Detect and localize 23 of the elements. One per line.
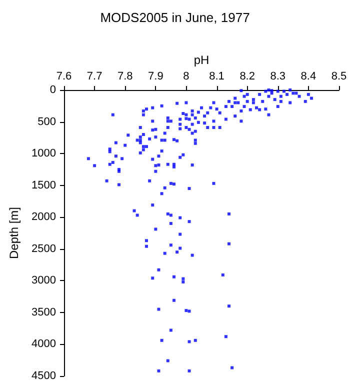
- x-tick-label: 8.1: [209, 70, 224, 82]
- x-tick-label: 8.5: [331, 70, 347, 82]
- x-tick-label: 8.4: [300, 70, 316, 82]
- y-tick-label: 4500: [32, 370, 56, 382]
- y-tick-label: 3000: [32, 274, 56, 287]
- y-tick-label: 1000: [32, 148, 56, 160]
- x-tick-label: 8.2: [240, 70, 255, 82]
- x-tick-label: 7.7: [86, 70, 102, 82]
- y-tick-label: 1500: [32, 179, 56, 192]
- y-tick-label: 2000: [32, 211, 56, 224]
- x-tick-label: 8: [183, 70, 190, 82]
- chart-title: MODS2005 in June, 1977: [100, 10, 250, 25]
- x-axis-title: pH: [194, 53, 210, 68]
- y-tick-label: 3500: [32, 306, 56, 318]
- y-axis-title: Depth [m]: [7, 206, 21, 260]
- x-tick-label: 7.6: [56, 70, 72, 82]
- x-tick-label: 7.8: [117, 70, 133, 82]
- y-tick-label: 4000: [32, 338, 56, 350]
- y-tick-label: 0: [50, 84, 56, 96]
- x-tick-label: 8.3: [270, 70, 286, 82]
- x-tick-label: 7.9: [148, 70, 164, 82]
- y-tick-label: 2500: [32, 242, 56, 255]
- y-tick-label: 500: [38, 116, 56, 128]
